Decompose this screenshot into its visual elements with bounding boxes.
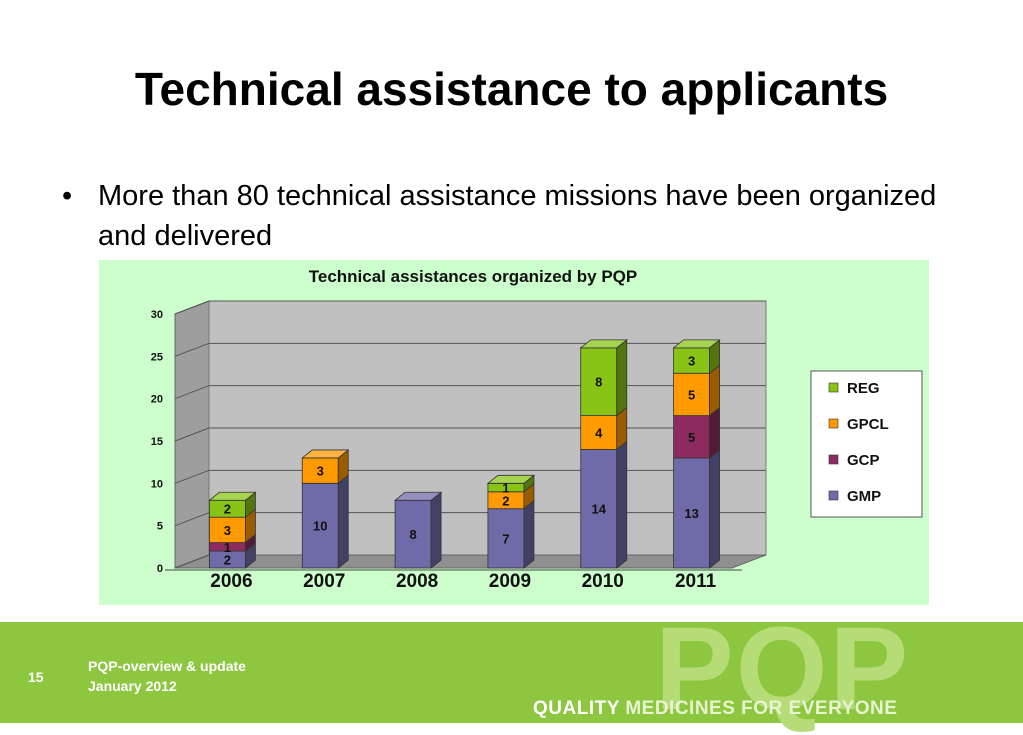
bar-segment-gmp xyxy=(394,499,432,569)
bar-top-reg xyxy=(672,339,721,349)
data-label: 5 xyxy=(688,430,695,445)
bullet-marker: • xyxy=(62,180,73,212)
bar-top-reg xyxy=(579,339,628,349)
data-label: 2 xyxy=(224,553,231,568)
bar-segment-gpcl xyxy=(580,415,618,450)
x-tick-label: 2007 xyxy=(303,571,345,592)
bar-side-gmp xyxy=(430,491,442,569)
legend-label-gcp: GCP xyxy=(847,452,880,469)
data-label: 4 xyxy=(595,426,603,441)
bar-top-gmp xyxy=(393,491,443,501)
legend-label-gmp: GMP xyxy=(847,488,881,505)
bar-segment-gpcl xyxy=(209,516,246,544)
legend-swatch-gpcl xyxy=(828,418,839,429)
bar-segment-gmp xyxy=(673,457,710,569)
bar-side-gmp xyxy=(523,499,535,569)
gridline-side xyxy=(174,342,210,357)
y-tick-label: 25 xyxy=(151,351,163,363)
tagline-quality: QUALITY xyxy=(533,698,626,719)
legend-label-reg: REG xyxy=(847,380,880,397)
y-tick-label: 0 xyxy=(157,563,163,575)
bar-side-gmp xyxy=(709,449,720,569)
data-label: 1 xyxy=(224,540,231,555)
data-label: 3 xyxy=(317,464,324,479)
gridline-side xyxy=(174,512,210,527)
gridline-side xyxy=(174,554,210,569)
legend-swatch-gmp xyxy=(828,490,839,501)
data-label: 1 xyxy=(502,481,509,496)
footer-date: January 2012 xyxy=(88,678,177,694)
gridline-side xyxy=(174,427,210,442)
y-tick-label: 10 xyxy=(151,478,163,490)
bar-side-reg xyxy=(616,339,628,417)
data-label: 3 xyxy=(224,523,231,538)
footer-bar xyxy=(0,622,1023,723)
bar-top-reg xyxy=(208,491,257,501)
data-label: 10 xyxy=(313,519,327,534)
data-label: 7 xyxy=(502,531,509,546)
legend-label-gpcl: GPCL xyxy=(847,416,889,433)
data-label: 5 xyxy=(688,387,695,402)
x-tick-label: 2010 xyxy=(582,571,624,592)
gridline-side xyxy=(174,469,210,484)
x-tick-label: 2009 xyxy=(489,571,531,592)
data-label: 14 xyxy=(592,502,607,517)
bar-side-gcp xyxy=(709,406,720,459)
y-tick-label: 15 xyxy=(151,436,163,448)
data-label: 2 xyxy=(224,502,231,517)
tagline: QUALITY MEDICINES FOR EVERYONE xyxy=(533,698,897,720)
data-label: 8 xyxy=(409,527,416,542)
x-tick-label: 2006 xyxy=(210,571,252,592)
tagline-rest: MEDICINES FOR EVERYONE xyxy=(625,698,898,719)
legend-swatch-gcp xyxy=(828,454,839,465)
pqp-logo: PQP xyxy=(655,603,911,735)
data-label: 2 xyxy=(502,493,509,508)
bar-top-gpcl xyxy=(301,449,350,459)
y-tick-label: 20 xyxy=(151,394,163,406)
bar-segment-gcp xyxy=(673,415,710,459)
bar-side-gmp xyxy=(337,474,349,569)
y-tick-label: 5 xyxy=(157,521,163,533)
bar-segment-gmp xyxy=(487,508,525,569)
bar-segment-reg xyxy=(580,347,618,416)
data-label: 3 xyxy=(688,354,695,369)
stacked-bar-chart: Technical assistances organized by PQP 0 5… xyxy=(151,267,923,592)
gridline-side xyxy=(174,300,210,315)
bullet-text: More than 80 technical assistance missio… xyxy=(98,180,937,252)
bar-segment-gmp xyxy=(301,482,339,569)
bar-segment-gpcl xyxy=(301,457,339,484)
page-number: 15 xyxy=(28,669,44,685)
legend-swatch-reg xyxy=(828,382,839,393)
data-label: 13 xyxy=(684,506,698,521)
footer-caption: PQP-overview & update xyxy=(88,658,246,674)
bar-side-gpcl xyxy=(709,364,720,417)
chart-title: Technical assistances organized by PQP xyxy=(309,267,637,286)
x-tick-label: 2011 xyxy=(675,571,717,592)
data-label: 8 xyxy=(595,375,602,390)
bar-top-reg xyxy=(486,474,536,484)
gridline-side xyxy=(174,385,210,400)
y-tick-label: 30 xyxy=(151,309,163,321)
slide-title: Technical assistance to applicants xyxy=(134,63,889,115)
chart-container: Technical assistances organized by PQP 0 5… xyxy=(99,260,929,605)
x-tick-label: 2008 xyxy=(396,571,438,592)
bar-side-gmp xyxy=(616,440,628,569)
